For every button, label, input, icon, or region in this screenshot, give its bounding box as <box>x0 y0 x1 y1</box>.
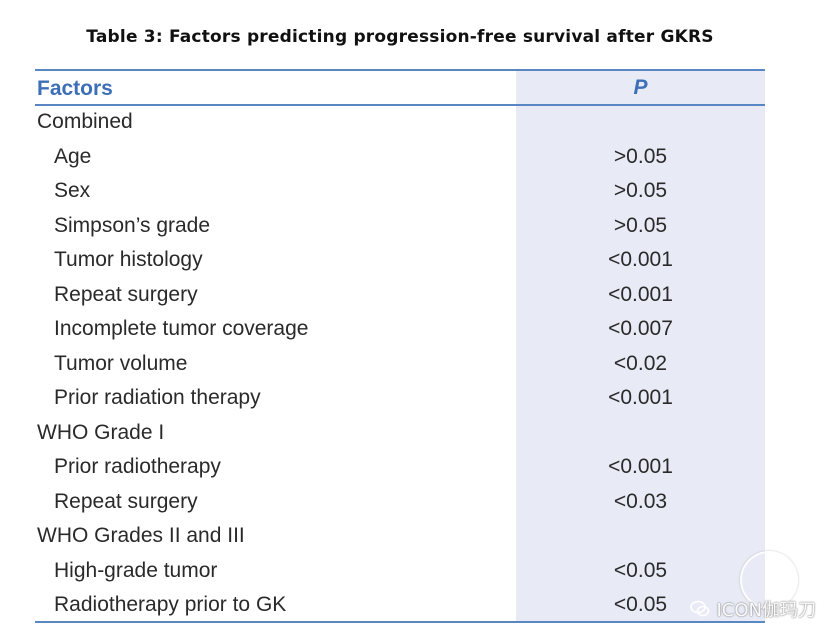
factor-cell: Tumor volume <box>54 351 188 375</box>
watermark-badge <box>740 551 798 609</box>
factor-cell: WHO Grades II and III <box>37 524 245 547</box>
table-row: Prior radiation therapy <0.001 <box>35 382 765 417</box>
table-title: Table 3: Factors predicting progression-… <box>86 27 714 47</box>
factor-cell: Age <box>54 144 92 168</box>
factor-cell: Repeat surgery <box>54 282 198 306</box>
header-rule <box>35 104 765 106</box>
factor-cell: Sex <box>54 179 91 202</box>
p-value-cell: >0.05 <box>613 144 668 168</box>
table-row: Repeat surgery <0.001 <box>35 279 765 314</box>
p-value-cell: <0.001 <box>608 248 673 271</box>
table-row: Sex >0.05 <box>35 175 765 210</box>
wechat-icon <box>690 600 710 617</box>
p-value-cell: <0.03 <box>613 489 668 513</box>
table-row: Radiotherapy prior to GK <0.05 <box>35 589 765 624</box>
factor-cell: Incomplete tumor coverage <box>54 317 309 340</box>
table-row: Prior radiotherapy <0.001 <box>35 451 765 486</box>
table-row: Repeat surgery <0.03 <box>35 486 765 521</box>
watermark-text: ICON伽玛刀 <box>716 600 816 621</box>
header-factors: Factors <box>37 77 113 100</box>
table-header: Factors P <box>35 71 765 104</box>
table-row: Tumor volume <0.02 <box>35 348 765 383</box>
table-row: Simpson’s grade >0.05 <box>35 210 765 245</box>
table-group-row: WHO Grades II and III <box>35 520 765 555</box>
factor-cell: Prior radiation therapy <box>54 386 261 409</box>
table-row: Tumor histology <0.001 <box>35 244 765 279</box>
header-p: P <box>633 76 648 99</box>
p-column-background <box>516 69 765 623</box>
p-value-cell: <0.001 <box>608 455 673 478</box>
bottom-rule <box>35 621 765 623</box>
factor-cell: Combined <box>37 110 133 133</box>
p-value-cell: <0.05 <box>613 558 668 582</box>
table-row: Incomplete tumor coverage <0.007 <box>35 313 765 348</box>
table-row: Age >0.05 <box>35 141 765 176</box>
factor-cell: Tumor histology <box>54 248 203 271</box>
p-value-cell: <0.02 <box>613 351 668 375</box>
factor-cell: High-grade tumor <box>54 558 218 582</box>
factor-cell: Prior radiotherapy <box>54 455 221 478</box>
table-row: High-grade tumor <0.05 <box>35 555 765 590</box>
p-value-cell: <0.001 <box>608 386 673 409</box>
factor-cell: Repeat surgery <box>54 489 198 513</box>
watermark: ICON伽玛刀 <box>690 596 816 622</box>
p-value-cell: <0.007 <box>608 317 673 340</box>
p-value-cell: <0.001 <box>608 282 673 306</box>
factor-cell: Radiotherapy prior to GK <box>54 593 287 616</box>
table-group-row: WHO Grade I <box>35 417 765 452</box>
table-body: Combined Age >0.05 Sex >0.05 Simpson’s grade >… <box>35 106 765 624</box>
p-value-cell: >0.05 <box>613 213 668 237</box>
p-value-cell: >0.05 <box>613 179 668 202</box>
factor-cell: Simpson’s grade <box>54 213 211 237</box>
top-rule <box>35 69 765 71</box>
table-group-row: Combined <box>35 106 765 141</box>
factor-cell: WHO Grade I <box>37 420 165 444</box>
p-value-cell: <0.05 <box>613 593 668 616</box>
